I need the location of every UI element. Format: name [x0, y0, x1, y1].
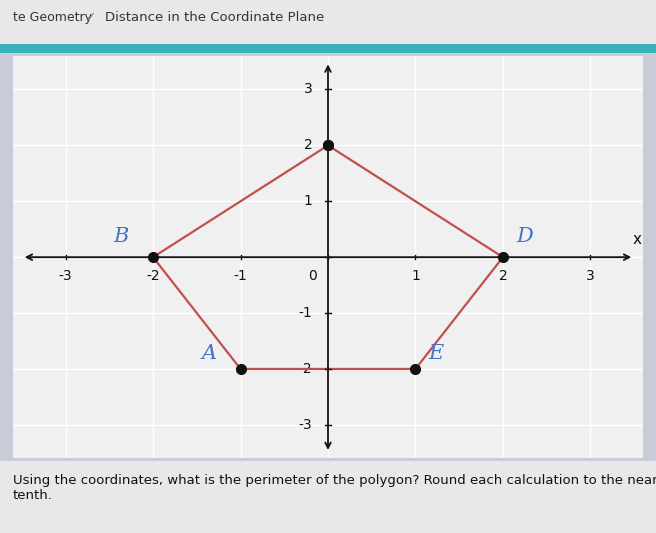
- Text: E: E: [428, 344, 444, 363]
- Text: -3: -3: [59, 270, 72, 284]
- Text: A: A: [201, 344, 216, 363]
- Text: x: x: [632, 232, 642, 247]
- Text: -2: -2: [146, 270, 160, 284]
- Text: B: B: [113, 227, 129, 246]
- Text: -3: -3: [298, 418, 312, 432]
- Text: 0: 0: [308, 270, 317, 284]
- Text: 2: 2: [304, 139, 312, 152]
- Text: Using the coordinates, what is the perimeter of the polygon? Round each calculat: Using the coordinates, what is the perim…: [13, 474, 656, 502]
- Text: D: D: [516, 227, 533, 246]
- Text: 1: 1: [303, 195, 312, 208]
- Text: 3: 3: [304, 83, 312, 96]
- Text: -1: -1: [234, 270, 247, 284]
- Text: 2: 2: [499, 270, 507, 284]
- Text: 3: 3: [586, 270, 595, 284]
- Text: te Geometry: te Geometry: [13, 11, 92, 25]
- Text: Distance in the Coordinate Plane: Distance in the Coordinate Plane: [105, 11, 324, 25]
- Text: -2: -2: [298, 362, 312, 376]
- Text: ✓: ✓: [85, 11, 96, 25]
- Text: 1: 1: [411, 270, 420, 284]
- Text: -1: -1: [298, 306, 312, 320]
